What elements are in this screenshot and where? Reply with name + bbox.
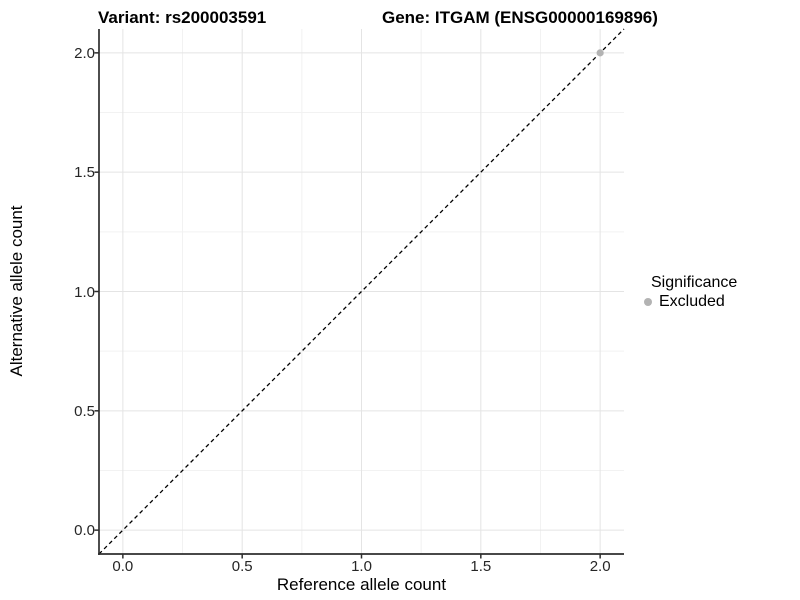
y-tick-label: 0.5 [74,402,95,420]
legend-item-excluded: Excluded [659,293,725,310]
y-tick-label: 1.5 [74,164,95,182]
y-tick-label: 1.0 [74,283,95,301]
x-tick-label: 0.5 [231,558,253,575]
x-axis-title: Reference allele count [276,575,447,594]
x-tick-label: 1.5 [470,558,492,575]
legend-point-icon [644,298,652,306]
identity-reference-line [98,28,625,555]
legend-title: Significance [651,274,738,291]
y-tick-label: 2.0 [74,44,95,62]
data-point [596,49,604,57]
y-axis-title: Alternative allele count [7,205,26,376]
x-tick-label: 0.0 [112,558,134,575]
x-tick-label: 2.0 [589,558,611,575]
plot-title-gene: Gene: ITGAM (ENSG00000169896) [382,8,658,27]
x-tick-label: 1.0 [351,558,372,575]
y-tick-label: 0.0 [74,522,95,540]
plot-title-variant: Variant: rs200003591 [98,8,267,27]
